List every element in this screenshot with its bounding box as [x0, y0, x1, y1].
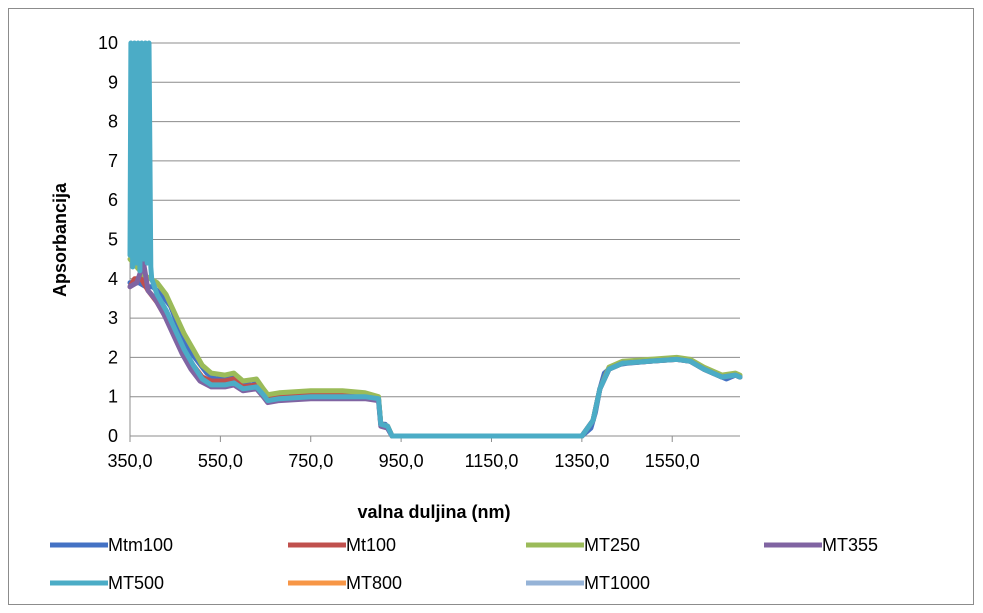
series-group	[127, 40, 743, 439]
x-tick-label: 550,0	[198, 451, 243, 471]
legend-label-mt500: MT500	[108, 573, 164, 593]
legend-label-mt100: Mt100	[346, 535, 396, 555]
series-line-mt250	[127, 256, 743, 439]
y-tick-label: 0	[108, 426, 118, 446]
x-tick-label: 350,0	[107, 451, 152, 471]
legend: Mtm100 Mt100 MT250 MT355 MT500 MT800 MT1000	[50, 535, 878, 593]
legend-label-mt250: MT250	[584, 535, 640, 555]
series-line-mt355	[127, 260, 743, 439]
x-tick-label: 1350,0	[554, 451, 609, 471]
x-tick-labels: 350,0 550,0 750,0 950,0 1150,0 1350,0 1550,0	[107, 451, 699, 471]
x-tick-label: 1550,0	[645, 451, 700, 471]
x-axis-title: valna duljina (nm)	[357, 502, 510, 522]
legend-label-mt800: MT800	[346, 573, 402, 593]
x-tick-label: 1150,0	[465, 451, 519, 471]
y-tick-label: 1	[108, 387, 118, 407]
y-tick-label: 6	[108, 190, 118, 210]
y-tick-label: 7	[108, 151, 118, 171]
y-tick-label: 5	[108, 230, 118, 250]
y-tick-label: 3	[108, 308, 118, 328]
y-tick-labels: 0 1 2 3 4 5 6 7 8 9 10	[98, 33, 118, 446]
y-tick-label: 4	[108, 269, 118, 289]
legend-label-mt355: MT355	[822, 535, 878, 555]
legend-label-mt1000: MT1000	[584, 573, 650, 593]
y-axis-title: Apsorbancija	[50, 182, 70, 297]
x-tick-label: 750,0	[288, 451, 333, 471]
grid	[130, 42, 740, 398]
x-tick-label: 950,0	[379, 451, 424, 471]
y-tick-label: 8	[108, 112, 118, 132]
y-tick-label: 9	[108, 72, 118, 92]
series-line-mt500	[127, 40, 743, 439]
legend-label-mtm100: Mtm100	[108, 535, 173, 555]
y-tick-label: 2	[108, 347, 118, 367]
y-tick-label: 10	[98, 33, 118, 53]
